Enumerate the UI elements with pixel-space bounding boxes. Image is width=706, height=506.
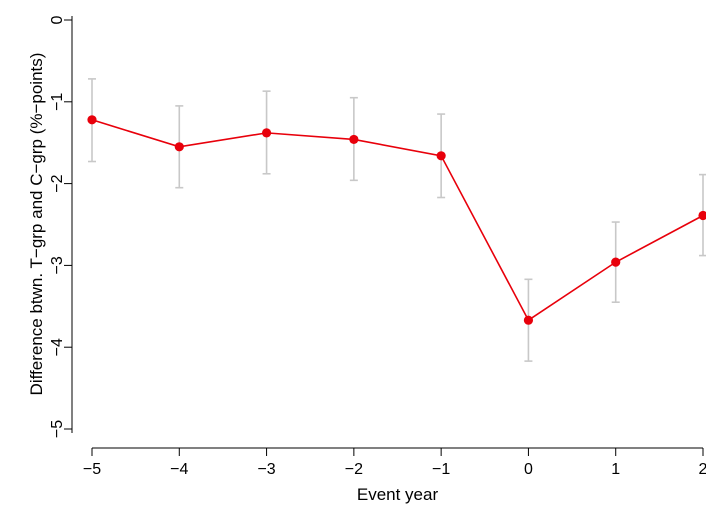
x-tick-label: −2 <box>345 461 363 478</box>
data-point <box>349 134 359 145</box>
x-tick-label: −3 <box>257 461 275 478</box>
data-point <box>523 315 534 325</box>
y-tick-label: 0 <box>49 15 66 24</box>
series-line <box>91 119 704 322</box>
y-tick-label: −4 <box>49 338 66 356</box>
x-tick-label: 1 <box>611 461 620 478</box>
y-axis-ticks: 0 −1 −2 −3 −4 −5 <box>49 15 72 438</box>
x-tick-label: −4 <box>170 461 188 478</box>
x-axis-title: Event year <box>357 485 439 504</box>
data-point <box>611 257 621 267</box>
data-point <box>261 128 272 138</box>
data-point <box>87 115 97 125</box>
series-points <box>87 115 706 325</box>
y-tick-label: −3 <box>49 256 66 274</box>
y-tick-label: −1 <box>49 93 66 111</box>
y-axis-title: Difference btwn. T−grp and C−grp (%−poin… <box>27 53 46 396</box>
x-tick-label: −1 <box>432 461 450 478</box>
data-point <box>174 142 184 152</box>
y-tick-label: −2 <box>49 174 66 192</box>
confidence-intervals <box>88 78 706 362</box>
y-tick-label: −5 <box>49 420 66 438</box>
data-point <box>436 151 446 161</box>
data-point <box>698 210 706 221</box>
x-tick-label: 2 <box>699 461 706 478</box>
x-tick-label: −5 <box>83 461 101 478</box>
x-axis-ticks: −5 −4 −3 −2 −1 0 1 2 <box>83 448 706 478</box>
x-tick-label: 0 <box>524 461 533 478</box>
